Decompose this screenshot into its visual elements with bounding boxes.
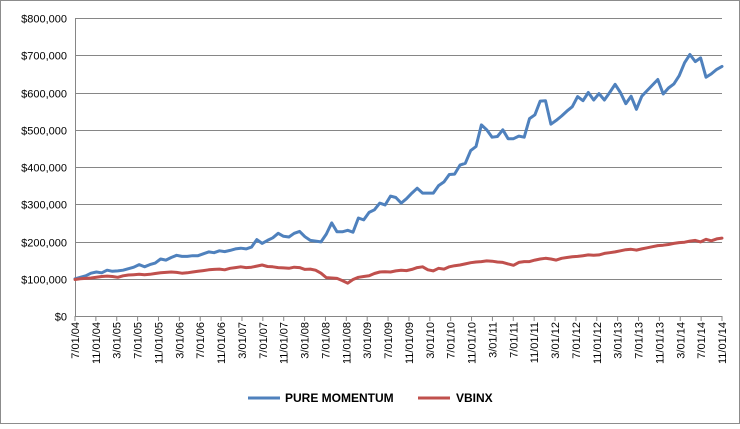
y-tick-label: $600,000 bbox=[21, 89, 67, 101]
x-tick-label: 11/01/12 bbox=[592, 322, 604, 364]
x-tick-labels: 7/01/04 11/01/04 3/01/05 7/01/05 11/01/05 3/0… bbox=[70, 322, 729, 364]
x-tick-label: 11/01/06 bbox=[216, 322, 228, 364]
x-tick-label: 11/01/07 bbox=[279, 322, 291, 364]
x-tick-label: 3/01/09 bbox=[362, 322, 374, 359]
legend-label-1: VBINX bbox=[456, 391, 493, 405]
x-tick-label: 11/01/11 bbox=[529, 322, 541, 363]
x-tick-label: 7/01/12 bbox=[571, 322, 583, 359]
legend-label-0: PURE MOMENTUM bbox=[285, 391, 394, 405]
x-tick-label: 7/01/14 bbox=[696, 322, 708, 359]
y-tick-label: $500,000 bbox=[21, 126, 67, 138]
x-tick-label: 7/01/06 bbox=[195, 322, 207, 359]
x-tick-label: 7/01/10 bbox=[446, 322, 458, 359]
series-line-1 bbox=[73, 236, 724, 285]
x-tick-label: 11/01/13 bbox=[654, 322, 666, 364]
series-line-0 bbox=[73, 53, 724, 281]
x-tick-label: 11/01/08 bbox=[341, 322, 353, 364]
x-tick-label: 3/01/11 bbox=[487, 322, 499, 358]
x-tick-label: 7/01/08 bbox=[320, 322, 332, 359]
x-tick-label: 7/01/05 bbox=[133, 322, 145, 359]
x-tick-label: 7/01/04 bbox=[70, 322, 82, 359]
x-tick-label: 11/01/10 bbox=[467, 322, 479, 364]
x-tick-label: 11/01/14 bbox=[717, 322, 729, 364]
x-tick-label: 7/01/13 bbox=[634, 322, 646, 359]
x-tick-label: 3/01/10 bbox=[425, 322, 437, 359]
y-tick-labels: $0 $100,000 $200,000 $300,000 $400,000 $500,0… bbox=[21, 14, 67, 324]
y-tick-label: $300,000 bbox=[21, 200, 67, 212]
y-tick-label: $700,000 bbox=[21, 51, 67, 63]
legend: PURE MOMENTUM VBINX bbox=[248, 391, 493, 405]
gridlines bbox=[75, 18, 722, 280]
x-tick-label: 3/01/08 bbox=[300, 322, 312, 359]
x-tick-label: 3/01/07 bbox=[237, 322, 249, 359]
y-tick-label: $800,000 bbox=[21, 14, 67, 26]
x-tick-label: 3/01/14 bbox=[675, 322, 687, 359]
x-tick-label: 7/01/11 bbox=[508, 322, 520, 358]
x-tick-label: 3/01/12 bbox=[550, 322, 562, 359]
y-tick-label: $100,000 bbox=[21, 275, 67, 287]
x-tick-label: 3/01/13 bbox=[613, 322, 625, 359]
x-tick-label: 3/01/06 bbox=[174, 322, 186, 359]
x-tick-label: 3/01/05 bbox=[112, 322, 124, 359]
series-lines bbox=[73, 53, 724, 285]
axes bbox=[74, 18, 723, 321]
x-tick-label: 7/01/07 bbox=[258, 322, 270, 359]
x-tick-label: 11/01/04 bbox=[91, 322, 103, 364]
y-tick-label: $400,000 bbox=[21, 163, 67, 175]
x-tick-label: 7/01/09 bbox=[383, 322, 395, 359]
x-tick-label: 11/01/05 bbox=[153, 322, 165, 364]
y-tick-label: $0 bbox=[55, 312, 67, 324]
y-tick-label: $200,000 bbox=[21, 238, 67, 250]
x-tick-label: 11/01/09 bbox=[404, 322, 416, 364]
